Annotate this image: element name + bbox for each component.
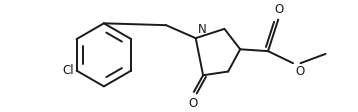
Text: O: O bbox=[295, 65, 304, 78]
Text: Cl: Cl bbox=[62, 64, 74, 77]
Text: O: O bbox=[275, 3, 284, 16]
Text: N: N bbox=[198, 23, 206, 36]
Text: O: O bbox=[188, 97, 198, 110]
